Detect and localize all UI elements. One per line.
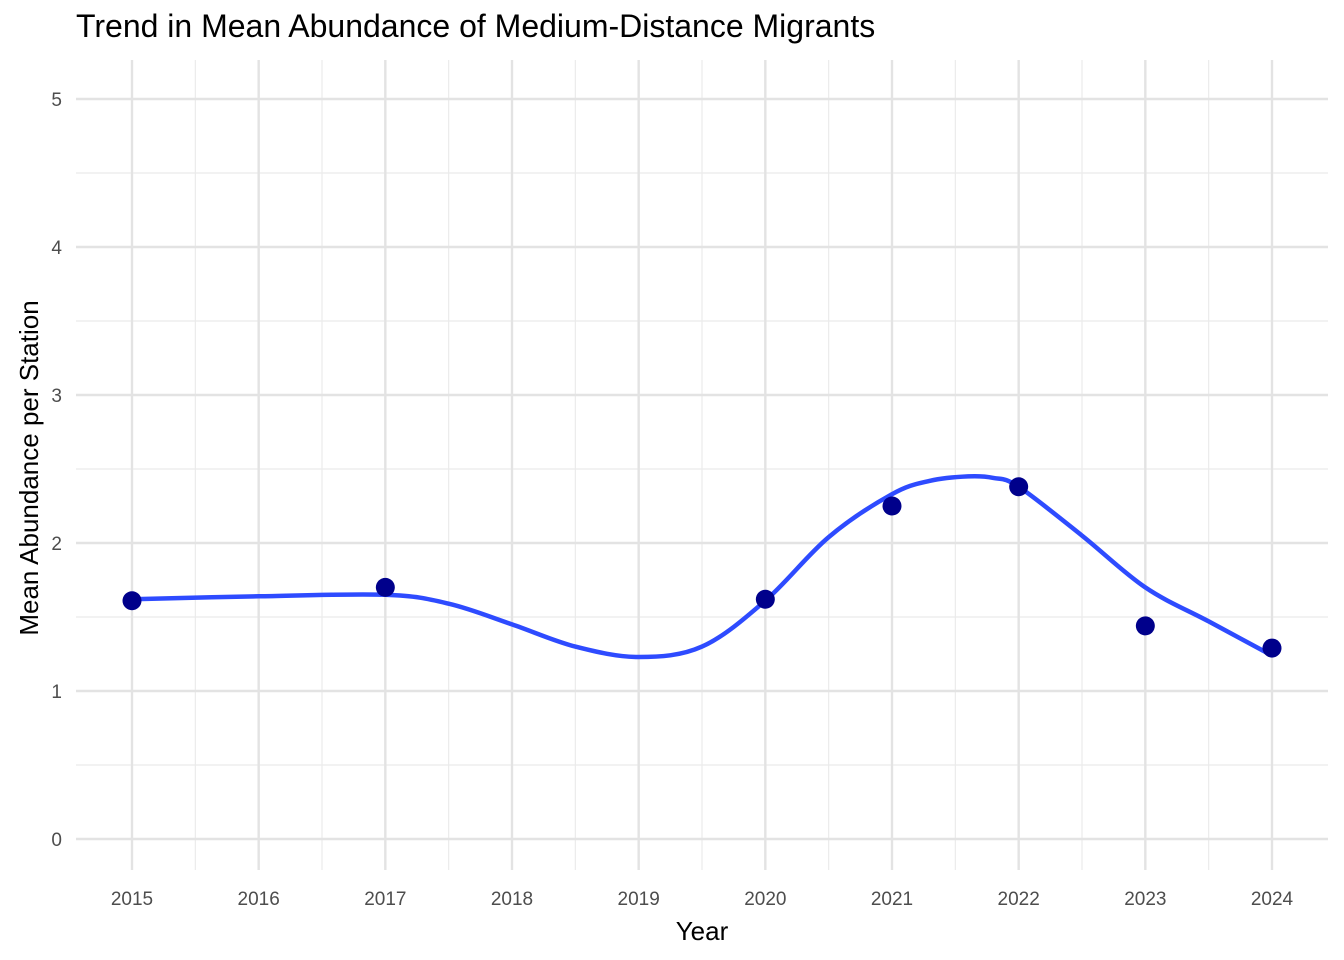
y-tick-label: 2: [51, 534, 62, 555]
y-tick-label: 5: [51, 90, 62, 111]
x-tick-label: 2015: [111, 889, 153, 910]
data-point: [882, 496, 902, 516]
data-point: [755, 589, 775, 609]
x-tick-label: 2024: [1251, 889, 1294, 910]
data-point: [122, 591, 142, 611]
x-tick-label: 2019: [618, 889, 660, 910]
x-tick-label: 2022: [998, 889, 1040, 910]
x-tick-label: 2016: [238, 889, 280, 910]
x-tick-label: 2018: [491, 889, 533, 910]
data-point: [375, 577, 395, 597]
y-tick-label: 3: [51, 386, 62, 407]
data-point: [1009, 477, 1029, 497]
y-axis-title: Mean Abundance per Station: [14, 300, 44, 635]
x-tick-label: 2023: [1124, 889, 1166, 910]
minor-gridlines: [76, 60, 1328, 870]
x-tick-label: 2017: [364, 889, 406, 910]
data-point: [1262, 638, 1282, 658]
smooth-trend-line: [131, 473, 1274, 660]
data-point: [1135, 616, 1155, 636]
x-axis-title: Year: [676, 916, 729, 946]
y-tick-label: 1: [51, 682, 62, 703]
major-gridlines: [76, 60, 1328, 870]
y-tick-label: 4: [51, 238, 62, 259]
series-layer: [122, 473, 1282, 660]
x-tick-label: 2021: [871, 889, 913, 910]
y-tick-label: 0: [51, 830, 62, 851]
chart-title: Trend in Mean Abundance of Medium-Distan…: [76, 8, 876, 44]
x-tick-label: 2020: [744, 889, 786, 910]
tick-labels: 2015 2016 2017 2018 2019 2020 2021 2022 2023 2024…: [51, 90, 1293, 910]
